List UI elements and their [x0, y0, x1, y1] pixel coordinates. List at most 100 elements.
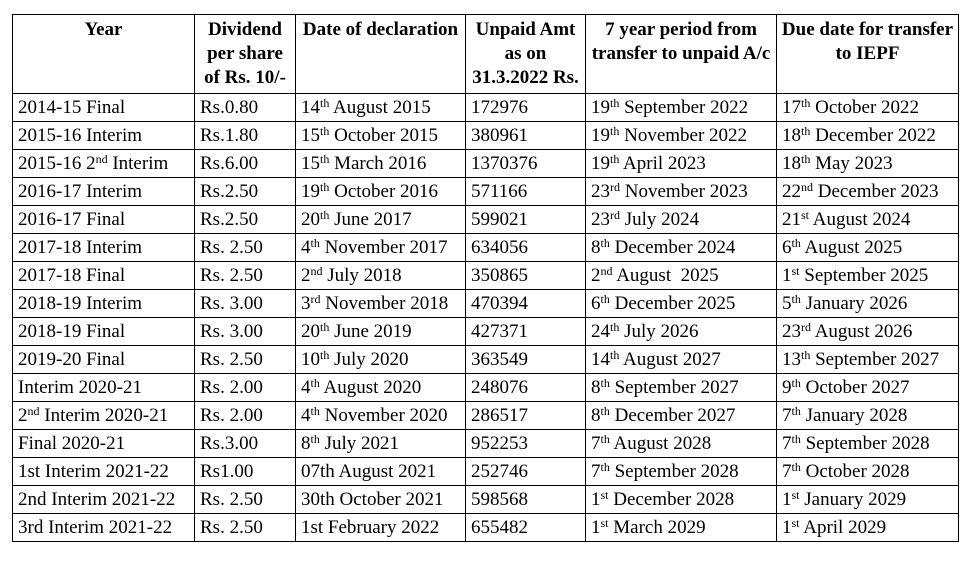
cell-date-of-declaration: 15th March 2016: [295, 149, 466, 178]
cell-text: December 2022: [810, 125, 936, 146]
cell-due-date: 7th January 2028: [776, 401, 959, 430]
ordinal-suffix: nd: [600, 264, 613, 278]
cell-unpaid-amount: 427371: [465, 317, 586, 346]
cell-text: September 2027: [810, 349, 940, 370]
cell-text: 23: [591, 181, 610, 202]
cell-date-of-declaration: 14th August 2015: [295, 93, 466, 122]
ordinal-suffix: th: [801, 124, 811, 138]
cell-text: September 2028: [800, 433, 930, 454]
ordinal-suffix: th: [600, 236, 610, 250]
cell-text: 14: [591, 349, 610, 370]
cell-text: October 2028: [800, 461, 910, 482]
ordinal-suffix: rd: [310, 292, 321, 306]
ordinal-suffix: th: [610, 96, 620, 110]
cell-text: 15: [301, 153, 320, 174]
cell-text: 4: [301, 405, 311, 426]
ordinal-suffix: th: [320, 208, 330, 222]
ordinal-suffix: nd: [95, 152, 108, 166]
cell-text: September 2022: [619, 97, 749, 118]
ordinal-suffix: th: [600, 404, 610, 418]
cell-date-of-declaration: 4th August 2020: [295, 373, 466, 402]
cell-year: 2nd Interim 2020-21: [12, 401, 195, 430]
cell-text: 14: [301, 97, 320, 118]
cell-text: 3: [301, 293, 311, 314]
cell-text: July 2020: [329, 349, 409, 370]
cell-text: September 2025: [799, 265, 929, 286]
ordinal-suffix: st: [791, 264, 800, 278]
ordinal-suffix: th: [310, 236, 320, 250]
ordinal-suffix: nd: [27, 404, 40, 418]
cell-text: 8: [591, 405, 601, 426]
cell-text: 23: [591, 209, 610, 230]
cell-text: November 2023: [620, 181, 748, 202]
header-unpaid-amount: Unpaid Amt as on 31.3.2022 Rs.: [465, 14, 586, 94]
cell-due-date: 1st September 2025: [776, 261, 959, 290]
cell-seven-year-period: 8th December 2024: [585, 233, 777, 262]
cell-seven-year-period: 24th July 2026: [585, 317, 777, 346]
cell-dividend: Rs1.00: [194, 457, 296, 486]
ordinal-suffix: nd: [801, 180, 813, 194]
cell-due-date: 6th August 2025: [776, 233, 959, 262]
table-row: 2018-19 Final Rs. 3.00 20th June 2019 42737…: [12, 317, 959, 346]
cell-text: 7: [591, 433, 601, 454]
table-row: Interim 2020-21 Rs. 2.00 4th August 2020 24…: [12, 373, 959, 402]
cell-dividend: Rs. 2.50: [194, 345, 296, 374]
cell-year: Interim 2020-21: [12, 373, 195, 402]
cell-text: Interim 2020-21: [39, 405, 169, 426]
cell-text: May 2023: [810, 153, 893, 174]
cell-text: August 2026: [811, 321, 913, 342]
cell-date-of-declaration: 3rd November 2018: [295, 289, 466, 318]
dividend-table-container: Year Dividend per share of Rs. 10/- Date…: [12, 14, 959, 542]
cell-due-date: 7th September 2028: [776, 429, 959, 458]
cell-date-of-declaration: 10th July 2020: [295, 345, 466, 374]
cell-text: 1: [782, 489, 792, 510]
cell-text: 4: [301, 377, 311, 398]
cell-text: October 2015: [329, 125, 439, 146]
cell-text: October 2022: [810, 97, 920, 118]
header-year: Year: [12, 14, 195, 94]
cell-text: 13: [782, 349, 801, 370]
cell-due-date: 18th May 2023: [776, 149, 959, 178]
table-row: 1st Interim 2021-22 Rs1.00 07th August 202…: [12, 457, 959, 486]
cell-text: 2: [301, 265, 311, 286]
cell-text: 6: [782, 237, 792, 258]
cell-text: July 2021: [319, 433, 400, 454]
cell-dividend: Rs.3.00: [194, 429, 296, 458]
cell-text: April 2023: [619, 153, 706, 174]
cell-seven-year-period: 19th November 2022: [585, 121, 777, 150]
cell-text: 4: [301, 237, 311, 258]
cell-due-date: 23rd August 2026: [776, 317, 959, 346]
ordinal-suffix: st: [801, 208, 810, 222]
cell-text: 19: [591, 153, 610, 174]
cell-seven-year-period: 7th September 2028: [585, 457, 777, 486]
cell-text: 7: [782, 433, 792, 454]
cell-date-of-declaration: 4th November 2017: [295, 233, 466, 262]
cell-year: 2019-20 Final: [12, 345, 195, 374]
header-dividend: Dividend per share of Rs. 10/-: [194, 14, 296, 94]
cell-dividend: Rs.2.50: [194, 205, 296, 234]
ordinal-suffix: st: [600, 516, 609, 530]
cell-year: 2015-16 Interim: [12, 121, 195, 150]
cell-text: August 2027: [619, 349, 721, 370]
ordinal-suffix: th: [801, 348, 811, 362]
cell-text: December 2027: [609, 405, 736, 426]
cell-text: 8: [301, 433, 311, 454]
cell-unpaid-amount: 1370376: [465, 149, 586, 178]
cell-text: July 2018: [322, 265, 402, 286]
cell-due-date: 7th October 2028: [776, 457, 959, 486]
cell-year: 2018-19 Interim: [12, 289, 195, 318]
cell-text: January 2026: [800, 293, 908, 314]
cell-text: 1: [591, 489, 601, 510]
ordinal-suffix: th: [600, 292, 610, 306]
ordinal-suffix: st: [600, 488, 609, 502]
table-header-row: Year Dividend per share of Rs. 10/- Date…: [12, 14, 959, 94]
cell-date-of-declaration: 20th June 2017: [295, 205, 466, 234]
cell-text: 18: [782, 125, 801, 146]
cell-date-of-declaration: 8th July 2021: [295, 429, 466, 458]
cell-seven-year-period: 8th September 2027: [585, 373, 777, 402]
table-row: 2nd Interim 2021-22 Rs. 2.50 30th October …: [12, 485, 959, 514]
cell-text: 2: [591, 265, 601, 286]
cell-text: November 2018: [320, 293, 449, 314]
cell-due-date: 21st August 2024: [776, 205, 959, 234]
cell-seven-year-period: 2nd August 2025: [585, 261, 777, 290]
